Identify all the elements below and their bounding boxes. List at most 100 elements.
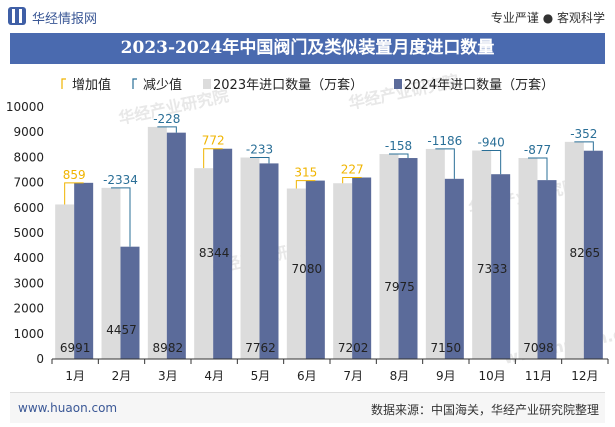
- bar-2024: [166, 132, 186, 359]
- legend-label: 2024年进口数量（万套）: [404, 77, 554, 93]
- footer-url: www.huaon.com: [18, 401, 118, 415]
- change-bracket: [250, 157, 270, 164]
- value-label-2024: 4457: [106, 323, 137, 337]
- bar-2024: [583, 150, 603, 359]
- y-tick-label: 3000: [13, 276, 44, 290]
- bar-2024: [491, 174, 511, 359]
- change-label: 859: [63, 168, 86, 182]
- change-label: -877: [524, 143, 551, 157]
- change-label: -233: [246, 143, 273, 157]
- title-bar: 2023-2024年中国阀门及类似装置月度进口数量: [10, 33, 605, 64]
- change-label: -158: [385, 139, 412, 153]
- legend-label: 增加值: [72, 77, 111, 93]
- change-bracket: [111, 187, 131, 247]
- change-label: 227: [341, 163, 364, 177]
- value-label-2024: 7333: [477, 262, 508, 276]
- y-tick-label: 10000: [6, 100, 44, 114]
- bar-2024: [305, 180, 325, 359]
- y-tick-label: 1000: [13, 327, 44, 341]
- change-bracket: [389, 153, 409, 159]
- bar-chart: 华经产业研究院华经产业研究院华经产业研究院华经产业研究院www.huaon.co…: [6, 71, 615, 383]
- change-label: -940: [478, 136, 505, 150]
- x-tick-label: 9月: [436, 369, 456, 383]
- bar-2024: [120, 246, 140, 359]
- change-label: 772: [202, 134, 225, 148]
- x-tick-label: 3月: [158, 369, 178, 383]
- y-tick-label: 7000: [13, 176, 44, 190]
- legend-label: 2023年进口数量（万套）: [213, 77, 363, 93]
- x-tick-label: 8月: [390, 369, 410, 383]
- change-bracket: [574, 141, 594, 151]
- chart-title: 2023-2024年中国阀门及类似装置月度进口数量: [120, 38, 495, 58]
- brand-name: 华经情报网: [32, 12, 98, 27]
- tagline: 专业严谨 ● 客观科学: [490, 11, 605, 25]
- bar-2023: [194, 168, 214, 359]
- bar-2023: [472, 150, 492, 359]
- change-label: -228: [153, 112, 180, 126]
- value-label-2024: 7762: [245, 341, 276, 355]
- change-label: -1186: [427, 134, 462, 148]
- value-label-2024: 7080: [292, 262, 323, 276]
- bar-2024: [74, 182, 94, 359]
- bar-2023: [240, 157, 260, 359]
- x-tick-label: 10月: [479, 369, 506, 383]
- bar-2023: [518, 158, 538, 359]
- x-tick-label: 2月: [112, 369, 132, 383]
- x-tick-label: 7月: [343, 369, 363, 383]
- bar-2023: [379, 154, 399, 359]
- legend-2023-swatch: [203, 79, 211, 89]
- legend-increase-marker: [61, 78, 66, 89]
- legend-2024-swatch: [394, 79, 402, 89]
- value-label-2024: 7098: [523, 341, 554, 355]
- x-tick-label: 6月: [297, 369, 317, 383]
- bar-2023: [147, 126, 167, 359]
- y-tick-label: 9000: [13, 125, 44, 139]
- logo-icon: [8, 7, 26, 25]
- bar-2024: [213, 148, 233, 359]
- y-tick-label: 6000: [13, 201, 44, 215]
- bar-2024: [398, 158, 418, 359]
- bar-2023: [333, 183, 353, 359]
- x-tick-label: 1月: [65, 369, 85, 383]
- bar-2023: [101, 187, 121, 359]
- y-tick-label: 4000: [13, 251, 44, 265]
- value-label-2024: 8344: [199, 246, 230, 260]
- value-label-2024: 7202: [338, 341, 369, 355]
- bar-2024: [259, 163, 279, 359]
- x-tick-label: 12月: [571, 369, 598, 383]
- change-bracket: [203, 148, 223, 169]
- legend-decrease-marker: [132, 78, 137, 89]
- value-label-2024: 7150: [431, 341, 462, 355]
- value-label-2024: 7975: [384, 280, 415, 294]
- bar-2024: [444, 178, 464, 359]
- bar-2024: [537, 180, 557, 359]
- change-bracket: [342, 177, 362, 184]
- y-tick-label: 2000: [13, 302, 44, 316]
- value-label-2024: 8265: [570, 246, 601, 260]
- bar-2023: [564, 141, 584, 359]
- top-bar: 华经情报网 专业严谨 ● 客观科学: [0, 0, 615, 33]
- y-tick-label: 5000: [13, 226, 44, 240]
- data-source: 数据来源：中国海关，华经产业研究院整理: [370, 403, 599, 417]
- change-label: -352: [570, 127, 597, 141]
- bar-2023: [286, 188, 306, 359]
- change-bracket: [528, 157, 548, 181]
- x-tick-label: 11月: [525, 369, 552, 383]
- bar-2023: [425, 148, 445, 359]
- x-tick-label: 4月: [204, 369, 224, 383]
- change-bracket: [435, 148, 455, 179]
- change-bracket: [295, 180, 316, 189]
- change-bracket: [157, 126, 177, 133]
- legend-label: 减少值: [143, 77, 182, 93]
- change-bracket: [481, 150, 502, 175]
- value-label-2024: 8982: [153, 341, 184, 355]
- bar-2023: [55, 204, 75, 359]
- change-label: -2334: [103, 173, 138, 187]
- bar-2024: [352, 177, 372, 359]
- footer: www.huaon.com 数据来源：中国海关，华经产业研究院整理: [10, 392, 605, 423]
- value-label-2024: 6991: [60, 341, 91, 355]
- change-label: 315: [294, 166, 317, 180]
- y-tick-label: 0: [36, 352, 44, 366]
- x-tick-label: 5月: [251, 369, 271, 383]
- y-tick-label: 8000: [13, 150, 44, 164]
